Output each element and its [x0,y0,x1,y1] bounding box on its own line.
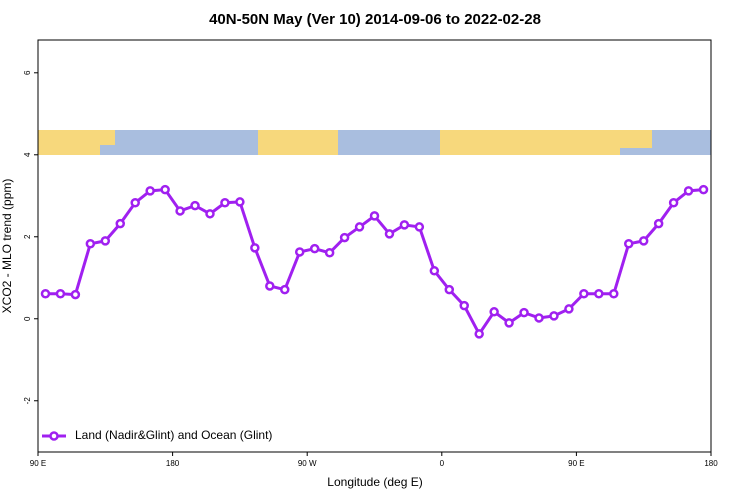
point [309,243,320,254]
point [280,284,290,295]
y-tick-label: 4 [23,152,32,157]
y-tick-label: 2 [23,234,32,239]
land [440,130,652,155]
point [205,209,215,219]
point [564,304,574,314]
point [130,198,140,208]
x-tick-label: 180 [166,459,180,468]
point [444,284,455,295]
map-strip [38,130,711,155]
point [534,313,544,323]
point [549,311,559,321]
point [85,238,96,249]
ocean [100,145,115,155]
point [698,184,709,195]
point [638,236,649,246]
point [519,307,529,318]
point [160,184,170,195]
point [250,243,260,253]
x-tick-label: 90 E [30,459,46,468]
point [265,281,275,291]
x-tick-label: 90 E [568,459,584,468]
point [145,186,155,196]
point [40,289,51,299]
point [354,222,365,232]
point [175,206,185,216]
y-tick-label: 6 [23,70,32,75]
x-tick-label: 180 [704,459,718,468]
point [489,307,499,317]
point [384,229,395,239]
chart-title: 40N-50N May (Ver 10) 2014-09-06 to 2022-… [209,11,541,28]
land [258,130,338,155]
point [115,218,126,229]
point [100,236,111,246]
x-tick-label: 90 W [298,459,317,468]
point [339,232,350,243]
point [579,289,589,299]
point [369,211,380,221]
legend-marker [49,431,59,441]
plot-frame [37,39,712,453]
point [653,218,664,229]
point [294,247,305,257]
legend-label: Land (Nadir&Glint) and Ocean (Glint) [75,428,272,442]
point [504,318,514,328]
x-axis-label: Longitude (deg E) [327,475,422,489]
point [324,248,335,258]
point [429,266,440,276]
y-axis-label: XCO2 - MLO trend (ppm) [0,179,14,314]
x-tick-label: 0 [440,459,445,468]
point [399,220,410,230]
point [190,200,200,211]
point [70,289,81,300]
point [594,289,604,299]
y-tick-label: 0 [23,316,32,321]
point [459,300,469,311]
point [668,198,679,208]
point [220,198,230,208]
point [235,197,245,207]
ocean [620,148,652,155]
point [623,238,634,249]
point [474,329,484,339]
point [683,186,694,196]
point [414,222,425,232]
point [609,289,619,299]
y-tick-label: -2 [23,397,32,405]
point [55,289,66,299]
